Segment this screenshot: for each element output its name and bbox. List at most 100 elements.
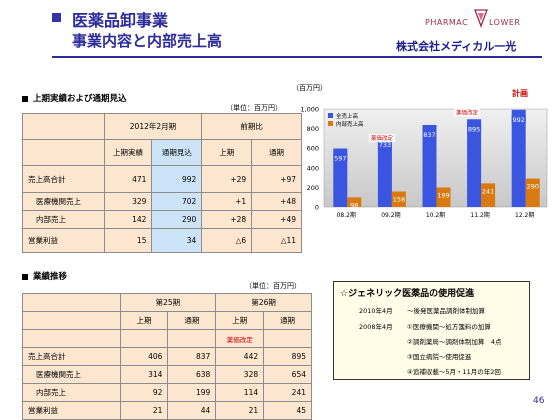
generic-box-date: 2008年4月: [359, 323, 393, 331]
s2-cell: 638: [167, 365, 217, 384]
s2-row-label: 医療機関売上: [22, 365, 121, 384]
x-tick-label: 08.2期: [337, 211, 356, 219]
s2-sub-header: 上期: [119, 311, 169, 330]
bar-total-label-bg: [377, 140, 392, 150]
s2-cell: 21: [119, 401, 169, 420]
generic-box-text: ③国立病院～使用促進: [407, 353, 472, 361]
s1-cell: 329: [103, 192, 153, 211]
s1-cell: +48: [251, 192, 302, 211]
s2-sub-header: 上期: [215, 311, 265, 330]
s1-row-label: 医療機関売上: [22, 192, 105, 211]
s1-cell: 702: [151, 192, 203, 211]
header-divider: [52, 56, 542, 58]
s2-cell: 837: [167, 347, 217, 366]
title-bullet: [52, 13, 61, 22]
s1-cell: 142: [103, 210, 153, 229]
x-tick-label: 12.2期: [515, 211, 534, 219]
s1-sub-header: 上期実績: [103, 139, 153, 166]
chart-plan-label: 計画: [512, 89, 528, 98]
s2-cell: 44: [167, 401, 217, 420]
s2-row-label: 内部売上: [22, 383, 121, 402]
generic-box-text: ④追補収載～5月・11月の年2回: [407, 368, 501, 376]
s2-sub-header: 通期: [263, 311, 312, 330]
s1-row-label: 売上高合計: [22, 165, 105, 193]
bar-internal: [391, 191, 406, 207]
s2-sub-header: 通期: [167, 311, 217, 330]
s1-cell: +1: [201, 192, 253, 211]
generic-box-text: ②調剤薬局～調剤体制加算 4点: [407, 338, 502, 346]
chart-svg: 0 200 400 600 800 1,000 597 98 08.2期 733 158 09.2期 8…: [300, 106, 548, 219]
s1-sub-header: 通期: [251, 139, 302, 166]
chart-unit-label: （百万円）: [292, 84, 327, 92]
s2-note-spacer: [119, 329, 169, 348]
generic-box-title: ☆ジェネリック医薬品の使用促進: [340, 289, 475, 299]
section1-unit: （単位：百万円）: [226, 104, 282, 112]
s1-cell: 471: [103, 165, 153, 193]
flower-icon: [474, 9, 488, 28]
s2-cell: 92: [119, 383, 169, 402]
s1-sub-header: 通期見込: [151, 139, 203, 166]
x-tick-label: 09.2期: [381, 211, 400, 219]
s1-cell: 290: [151, 210, 203, 229]
x-tick-label: 10.2期: [426, 211, 445, 219]
bar-total-value: 733: [379, 141, 391, 149]
bar-internal-value: 98: [350, 201, 358, 209]
s1-cell: 34: [151, 228, 203, 253]
section2-title-text: 業績推移: [33, 272, 68, 282]
bar-internal-value: 199: [437, 191, 449, 199]
legend-label: 内部売上高: [336, 120, 364, 128]
s2-cell: 45: [263, 401, 312, 420]
y-tick-label: 200: [307, 184, 319, 192]
bar-total-value: 837: [423, 131, 435, 139]
bar-internal-value: 158: [393, 196, 405, 204]
section2-unit: （単位：百万円）: [245, 282, 301, 290]
bar-total: [333, 148, 348, 207]
s1-cell: △6: [201, 228, 253, 253]
company-name: 株式会社メディカル一光: [396, 40, 517, 53]
y-tick-label: 400: [307, 164, 319, 172]
s2-row-label: 営業利益: [22, 401, 121, 420]
s2-cell: 442: [215, 347, 265, 366]
revenue-chart: 0 200 400 600 800 1,000 597 98 08.2期 733 158 09.2期 8…: [292, 95, 552, 235]
s2-col-group2: 第26期: [215, 293, 312, 312]
s2-note-spacer: [167, 329, 217, 348]
s2-corner: [22, 293, 121, 312]
s1-cell: 992: [151, 165, 203, 193]
s1-row-label: 内部売上: [22, 210, 105, 229]
s2-cell: 654: [263, 365, 312, 384]
logo-text-left: PHARMAC: [425, 18, 469, 27]
bar-total: [511, 109, 526, 207]
bar-internal: [436, 187, 451, 207]
s2-cell: 895: [263, 347, 312, 366]
section1-title: 上期実績および通期見込: [22, 92, 127, 104]
generic-box-text: ～後発医薬品調剤体制加算: [407, 307, 485, 315]
bar-total-label-bg: [333, 153, 348, 163]
s1-cell: +28: [201, 210, 253, 229]
s1-col-group1: 2012年2月期: [103, 113, 203, 140]
bar-internal-value: 241: [482, 187, 494, 195]
s2-note: 薬価改定: [215, 329, 265, 348]
s2-cell: 406: [119, 347, 169, 366]
s1-cell: △11: [251, 228, 302, 253]
x-tick-label: 11.2期: [470, 211, 489, 219]
y-tick-label: 0: [315, 204, 319, 212]
section1-square-icon: [22, 95, 28, 102]
section1-table: 2012年2月期 前期比 上期実績 通期見込 上期 通期 売上高合計 471 9…: [22, 113, 302, 253]
annotation-price-revision: 薬価改定: [371, 134, 394, 142]
page-number: 46: [533, 396, 545, 406]
generic-box-date: 2010年4月: [359, 307, 393, 315]
s1-cell: +97: [251, 165, 302, 193]
s1-row-label: 営業利益: [22, 228, 105, 253]
s1-sub-header: 上期: [201, 139, 253, 166]
page-subtitle: 事業内容と内部売上高: [72, 32, 223, 50]
bar-total-value: 992: [512, 116, 524, 124]
bar-internal: [347, 197, 362, 207]
annotation-bg: [368, 134, 395, 143]
bar-internal: [525, 178, 540, 207]
s1-cell: +29: [201, 165, 253, 193]
legend-swatch: [328, 113, 333, 118]
bar-total: [467, 119, 482, 207]
legend-label: 全売上高: [336, 112, 359, 120]
annotation-price-revision: 薬価改定: [456, 108, 479, 116]
y-tick-label: 800: [307, 125, 319, 133]
